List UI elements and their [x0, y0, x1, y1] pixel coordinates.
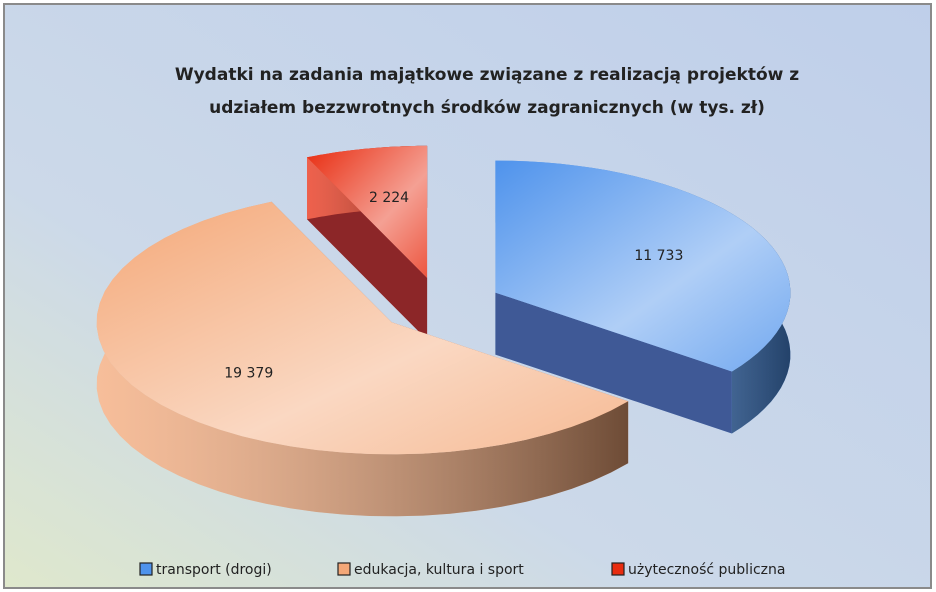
- data-label: 19 379: [224, 365, 273, 381]
- slice-shine: [307, 145, 428, 278]
- legend-label: transport (drogi): [156, 562, 272, 578]
- legend-swatch: [611, 562, 625, 576]
- slice-side-shade: [495, 292, 732, 434]
- slice-shine: [495, 160, 791, 372]
- slice-wall-shade: [96, 201, 629, 517]
- chart-title: Wydatki na zadania majątkowe związane z …: [175, 65, 799, 85]
- data-label: 11 733: [634, 248, 683, 264]
- data-label: 2 224: [369, 190, 409, 206]
- slice-shine: [96, 201, 629, 455]
- legend-swatch: [337, 562, 351, 576]
- chart-title: udziałem bezzwrotnych środków zagraniczn…: [209, 98, 765, 118]
- legend-label: edukacja, kultura i sport: [354, 562, 524, 578]
- legend-label: użyteczność publiczna: [628, 562, 785, 578]
- legend-swatch: [139, 562, 153, 576]
